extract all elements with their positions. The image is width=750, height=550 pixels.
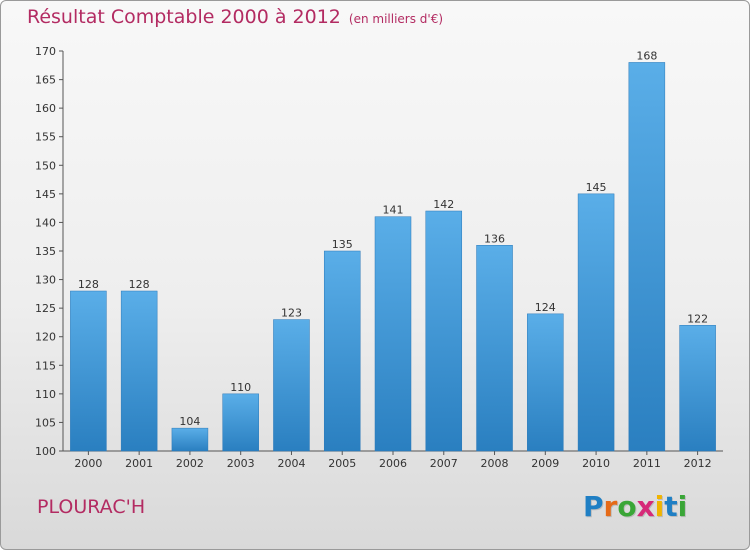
bar-value-label: 104 <box>179 415 200 428</box>
y-tick-label: 115 <box>35 359 56 372</box>
bar <box>273 319 310 452</box>
bar-value-label: 122 <box>687 312 708 325</box>
x-tick-label: 2007 <box>430 457 458 470</box>
logo-letter: i <box>677 490 688 523</box>
y-tick-label: 125 <box>35 302 56 315</box>
x-tick-label: 2003 <box>227 457 255 470</box>
bar <box>171 427 209 452</box>
bar-value-label: 128 <box>78 278 99 291</box>
x-tick-label: 2000 <box>74 457 102 470</box>
bar <box>70 290 107 452</box>
logo-letter: i <box>654 490 665 523</box>
y-tick-label: 130 <box>35 274 56 287</box>
y-tick-label: 145 <box>35 188 56 201</box>
bar <box>425 210 463 452</box>
chart-title-text: Résultat Comptable 2000 à 2012 <box>27 6 341 28</box>
bar-value-label: 124 <box>535 301 556 314</box>
y-tick-label: 100 <box>35 445 56 458</box>
y-tick-label: 135 <box>35 245 56 258</box>
chart-title: Résultat Comptable 2000 à 2012 (en millie… <box>27 6 443 28</box>
bars: 128 128 104 110 123 135 141 142 136 124 145 168 122 <box>70 49 716 452</box>
x-tick-label: 2002 <box>176 457 204 470</box>
bar-value-label: 135 <box>332 238 353 251</box>
y-tick-label: 150 <box>35 159 56 172</box>
y-tick-label: 120 <box>35 331 56 344</box>
logo-letter: P <box>583 490 604 523</box>
bar-value-label: 142 <box>433 198 454 211</box>
x-tick-label: 2006 <box>379 457 407 470</box>
bar-value-label: 110 <box>230 381 251 394</box>
bar-value-label: 128 <box>129 278 150 291</box>
bar <box>120 290 158 452</box>
x-tick-label: 2005 <box>328 457 356 470</box>
x-axis: 2000 2001 2002 2003 2004 2005 2006 2007 2008 2009… <box>63 450 723 470</box>
commune-name: PLOURAC'H <box>37 496 146 518</box>
bar <box>476 245 513 452</box>
y-tick-label: 140 <box>35 216 56 229</box>
chart-subtitle: (en milliers d'€) <box>348 12 444 26</box>
y-tick-label: 165 <box>35 74 56 87</box>
y-tick-label: 105 <box>35 416 56 429</box>
y-tick-label: 160 <box>35 102 56 115</box>
bar-value-label: 145 <box>586 181 607 194</box>
bar <box>679 325 716 452</box>
bar <box>374 216 412 452</box>
bar-value-label: 141 <box>383 204 404 217</box>
x-tick-label: 2012 <box>684 457 712 470</box>
x-tick-label: 2009 <box>531 457 559 470</box>
x-tick-label: 2008 <box>481 457 509 470</box>
bar <box>577 193 615 452</box>
proxiti-logo: Proxiti <box>583 490 687 523</box>
bar-value-label: 168 <box>636 49 657 62</box>
bar <box>527 313 564 452</box>
bar-value-label: 123 <box>281 307 302 320</box>
y-tick-label: 170 <box>35 45 56 58</box>
bar <box>323 250 361 452</box>
bar-value-label: 136 <box>484 232 505 245</box>
y-tick-label: 110 <box>35 388 56 401</box>
x-tick-label: 2001 <box>125 457 153 470</box>
logo-letter: r <box>603 490 618 523</box>
x-tick-label: 2010 <box>582 457 610 470</box>
x-tick-label: 2011 <box>633 457 661 470</box>
logo-letter: o <box>617 490 637 523</box>
y-axis: 100 105 110 115 120 125 130 135 140 145 150 155 160 1… <box>35 45 64 458</box>
logo-letter: t <box>664 490 678 523</box>
bar <box>222 393 259 452</box>
logo-letter: x <box>636 490 655 523</box>
bar <box>628 62 666 452</box>
x-tick-label: 2004 <box>277 457 305 470</box>
y-tick-label: 155 <box>35 131 56 144</box>
